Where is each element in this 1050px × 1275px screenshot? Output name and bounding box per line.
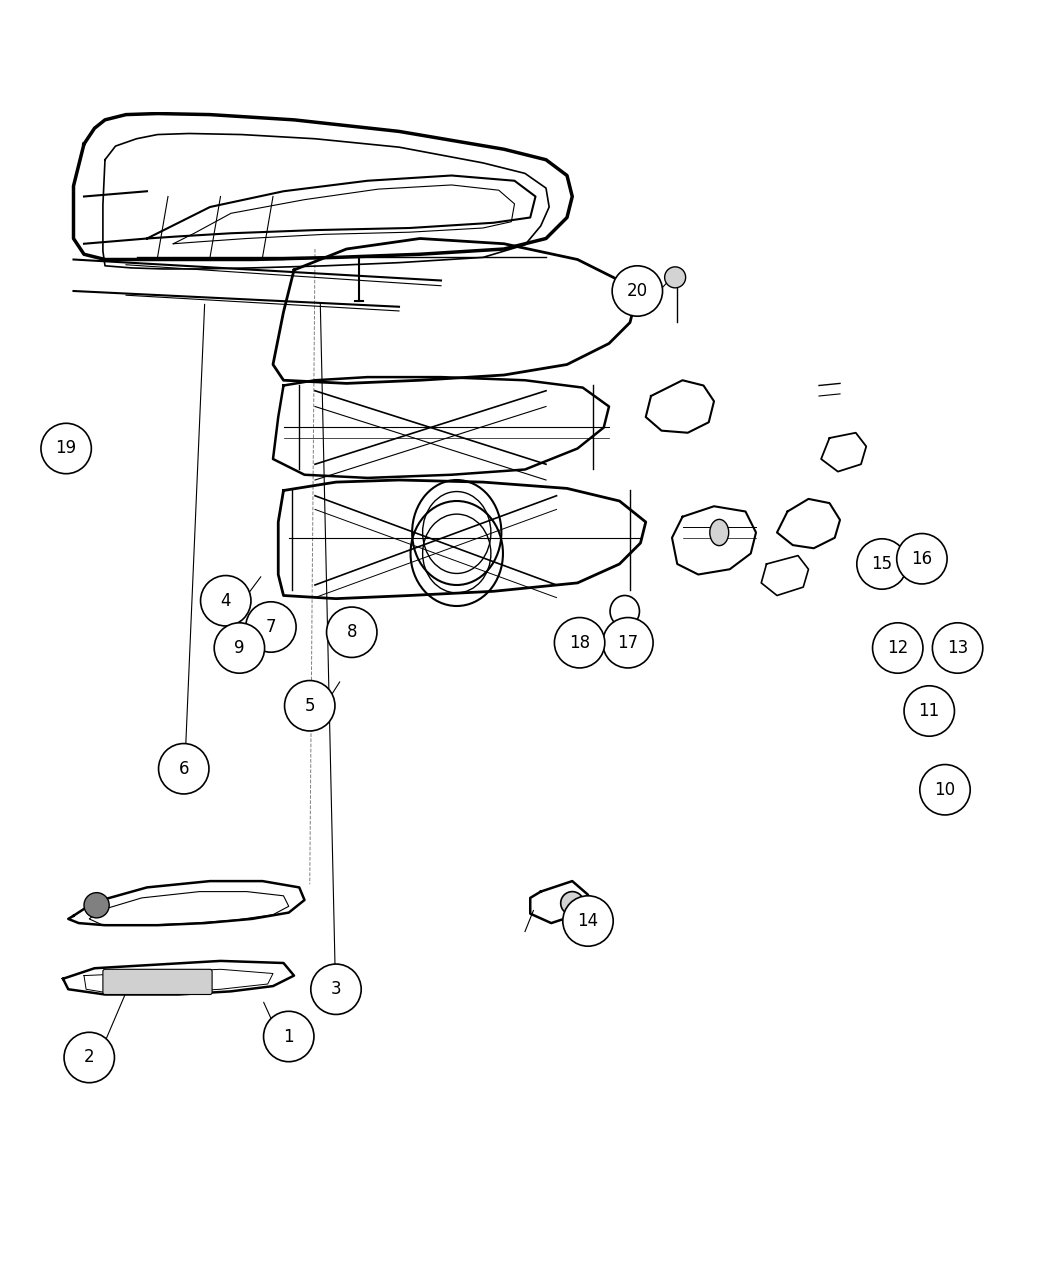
Text: 4: 4 [220,592,231,609]
Circle shape [665,266,686,288]
Text: 18: 18 [569,634,590,652]
Circle shape [159,743,209,794]
Circle shape [41,423,91,474]
Circle shape [873,622,923,673]
Circle shape [311,964,361,1015]
Text: 19: 19 [56,440,77,458]
Circle shape [264,1011,314,1062]
Text: 6: 6 [178,760,189,778]
Text: 8: 8 [346,623,357,641]
Circle shape [285,681,335,731]
Text: 9: 9 [234,639,245,657]
Circle shape [246,602,296,653]
Circle shape [201,575,251,626]
Text: 1: 1 [284,1028,294,1046]
Circle shape [920,765,970,815]
Circle shape [932,622,983,673]
Text: 2: 2 [84,1048,94,1066]
Circle shape [857,539,907,589]
Circle shape [612,265,663,316]
Text: 15: 15 [872,555,892,572]
Circle shape [554,617,605,668]
Text: 16: 16 [911,550,932,567]
Ellipse shape [561,891,584,914]
Text: 12: 12 [887,639,908,657]
Circle shape [214,622,265,673]
Text: 13: 13 [947,639,968,657]
Circle shape [66,439,87,459]
Circle shape [64,1033,114,1082]
Circle shape [327,607,377,658]
Text: 17: 17 [617,634,638,652]
Text: 14: 14 [578,912,598,929]
Text: 3: 3 [331,980,341,998]
Text: 20: 20 [627,282,648,300]
Circle shape [603,617,653,668]
Circle shape [897,533,947,584]
Circle shape [904,686,954,736]
Text: 10: 10 [934,780,956,798]
Text: 7: 7 [266,618,276,636]
Text: 5: 5 [304,696,315,715]
FancyBboxPatch shape [103,969,212,994]
Circle shape [563,896,613,946]
Ellipse shape [710,519,729,546]
Text: 11: 11 [919,703,940,720]
Circle shape [84,892,109,918]
